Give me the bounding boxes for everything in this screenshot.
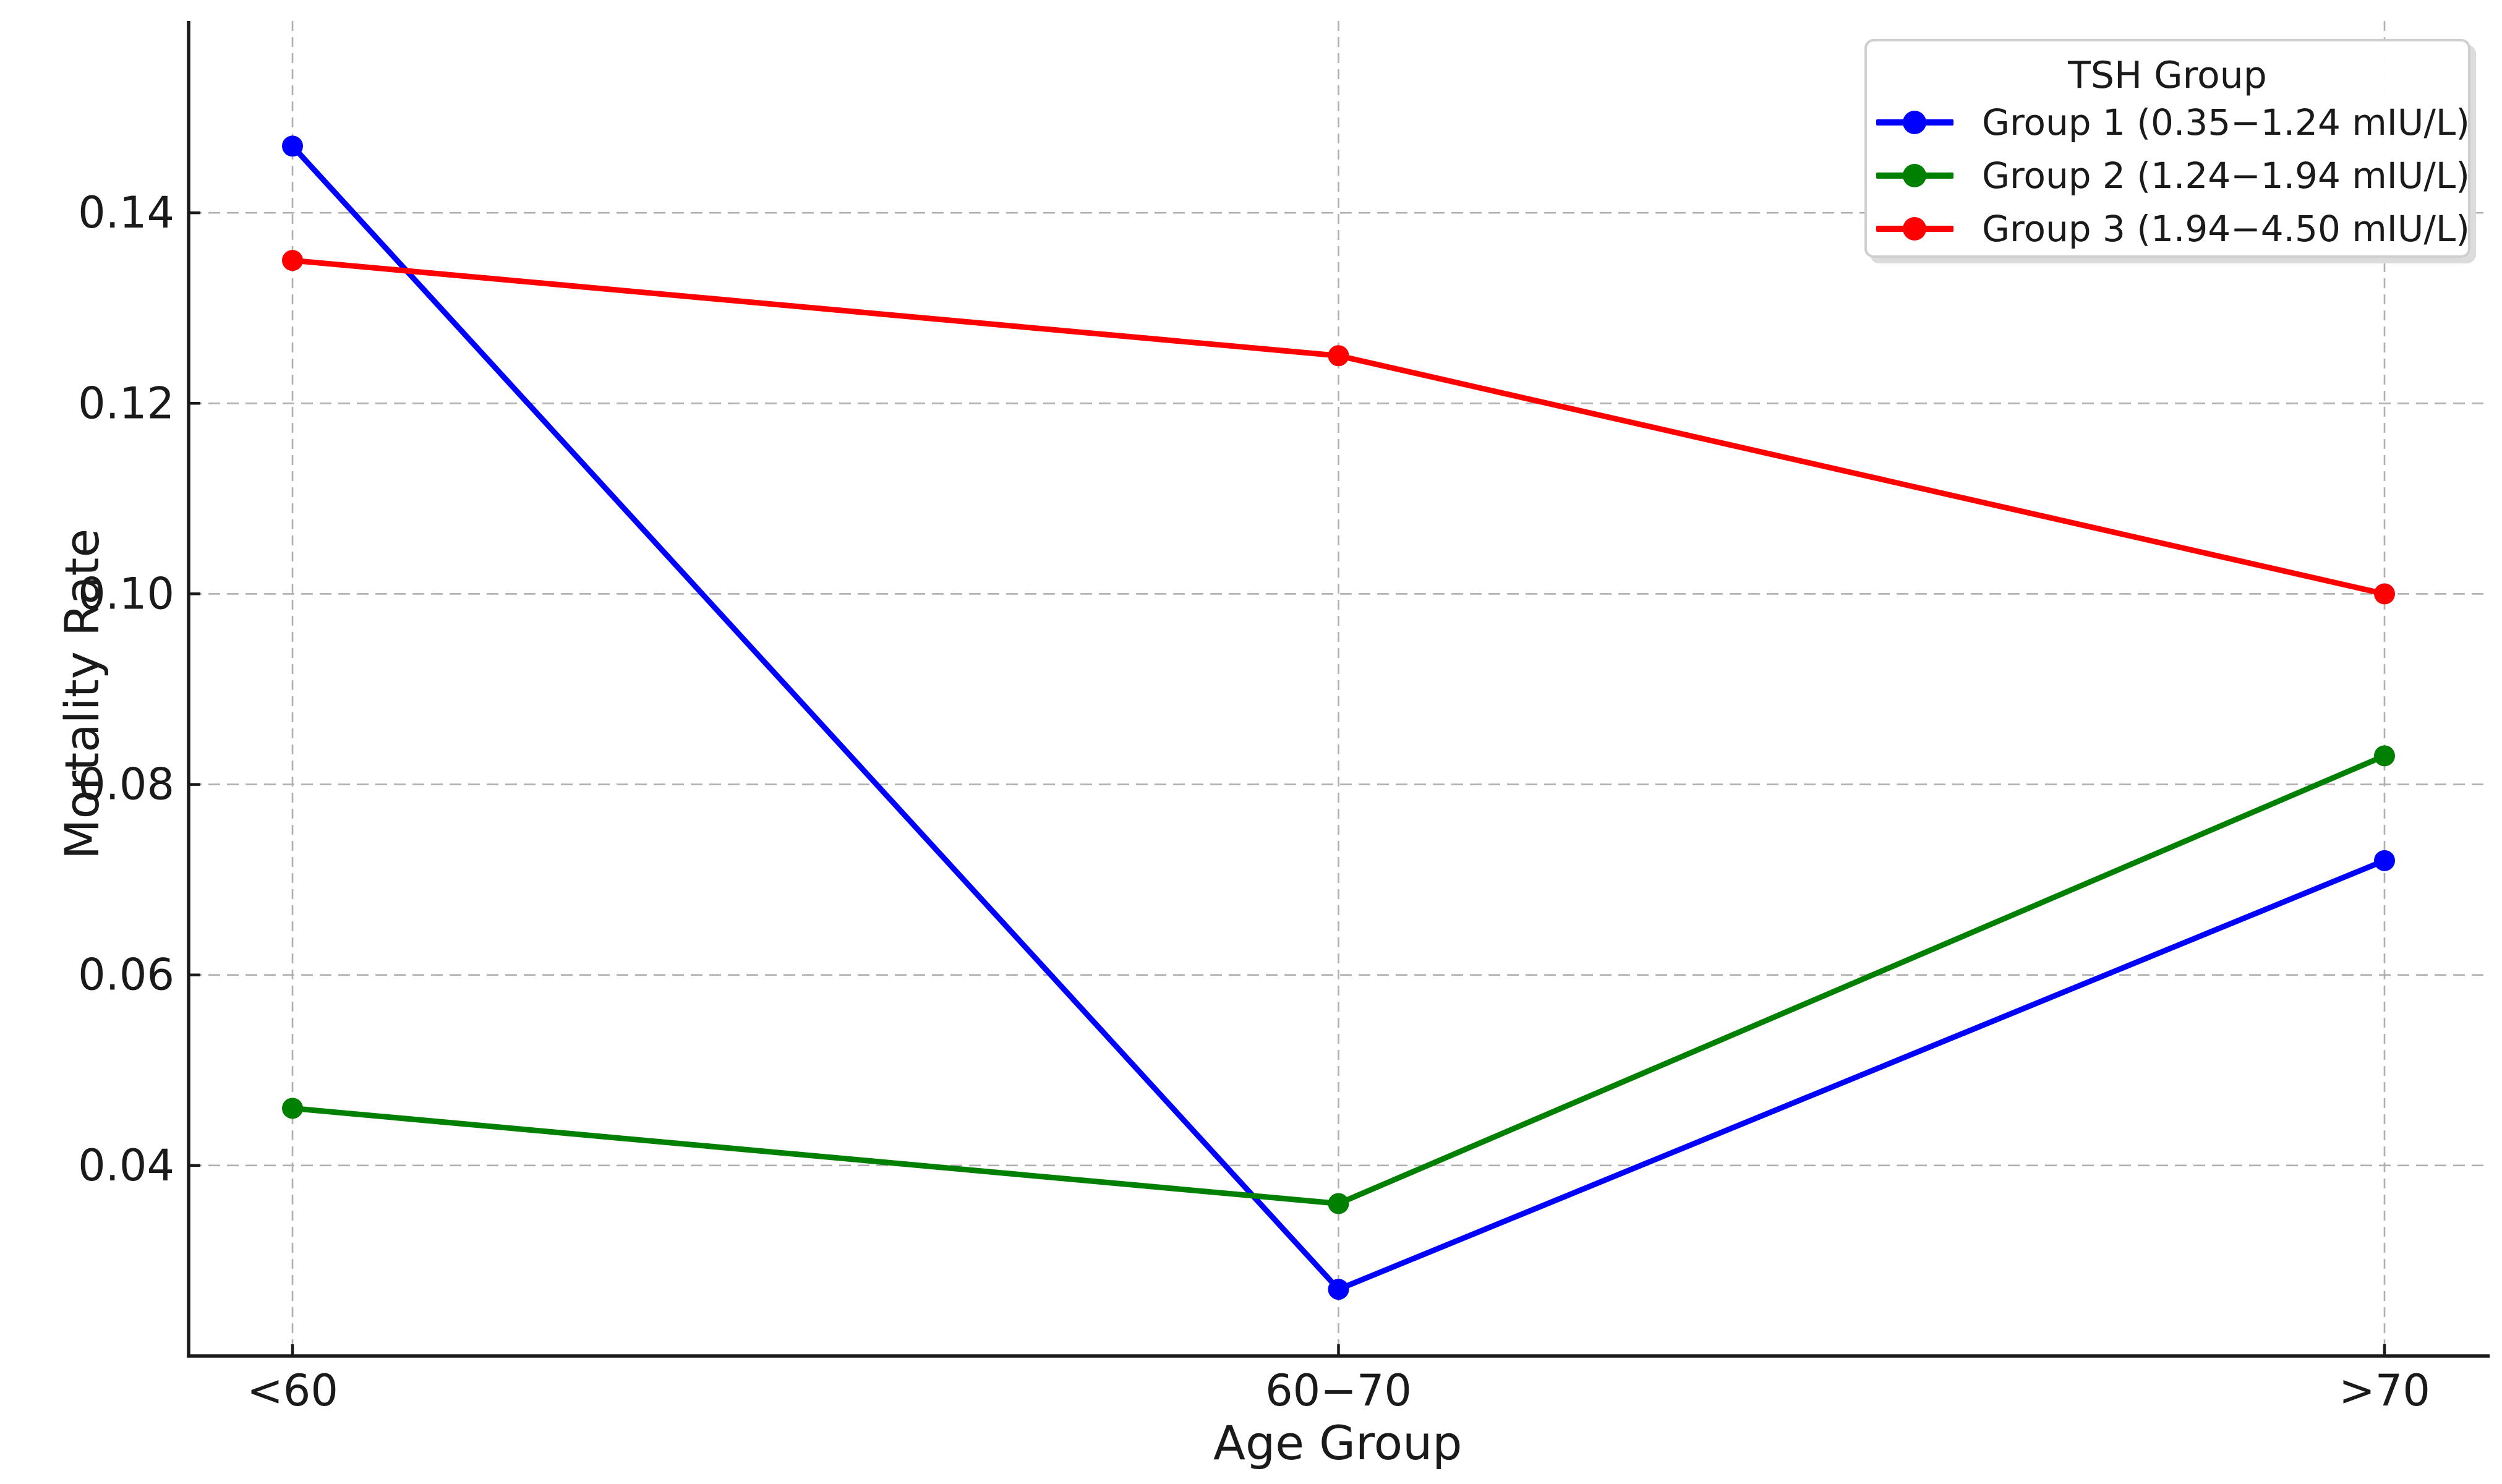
- data-point: [1328, 1193, 1349, 1214]
- x-axis-label: Age Group: [1213, 1415, 1462, 1470]
- x-tick-label: >70: [2339, 1365, 2430, 1416]
- data-point: [1328, 1279, 1349, 1300]
- legend-line-marker-icon: [1876, 96, 1953, 149]
- y-tick-label: 0.12: [78, 378, 174, 429]
- x-tick-label: 60−70: [1265, 1365, 1412, 1416]
- data-point: [1328, 345, 1349, 367]
- legend-entry-group-1: Group 1 (0.35−1.24 mIU/L): [1867, 96, 2470, 149]
- legend: TSH Group Group 1 (0.35−1.24 mIU/L) Grou…: [1864, 39, 2470, 258]
- legend-label: Group 1 (0.35−1.24 mIU/L): [1982, 101, 2470, 143]
- data-point: [282, 250, 303, 271]
- legend-entry-group-3: Group 3 (1.94−4.50 mIU/L): [1867, 202, 2470, 255]
- x-tick-label: <60: [247, 1365, 338, 1416]
- data-point: [2374, 745, 2395, 767]
- y-axis-label: Mortality Rate: [54, 528, 109, 859]
- y-tick-label: 0.14: [78, 187, 174, 238]
- y-tick-label: 0.10: [78, 568, 174, 619]
- series-line-group-1: [282, 135, 2395, 1300]
- legend-label: Group 3 (1.94−4.50 mIU/L): [1982, 208, 2470, 250]
- y-tick-label: 0.08: [78, 759, 174, 810]
- series-line-group-3: [282, 250, 2395, 605]
- legend-line-marker-icon: [1876, 202, 1953, 255]
- data-point: [282, 1098, 303, 1119]
- data-point: [2374, 850, 2395, 871]
- series-line-group-2: [282, 745, 2395, 1214]
- legend-line-marker-icon: [1876, 149, 1953, 202]
- legend-label: Group 2 (1.24−1.94 mIU/L): [1982, 155, 2470, 197]
- y-tick-label: 0.06: [78, 950, 174, 1000]
- legend-entry-group-2: Group 2 (1.24−1.94 mIU/L): [1867, 149, 2470, 202]
- legend-title: TSH Group: [2068, 54, 2267, 97]
- y-tick-label: 0.04: [78, 1140, 174, 1191]
- data-point: [2374, 583, 2395, 605]
- data-point: [282, 135, 303, 157]
